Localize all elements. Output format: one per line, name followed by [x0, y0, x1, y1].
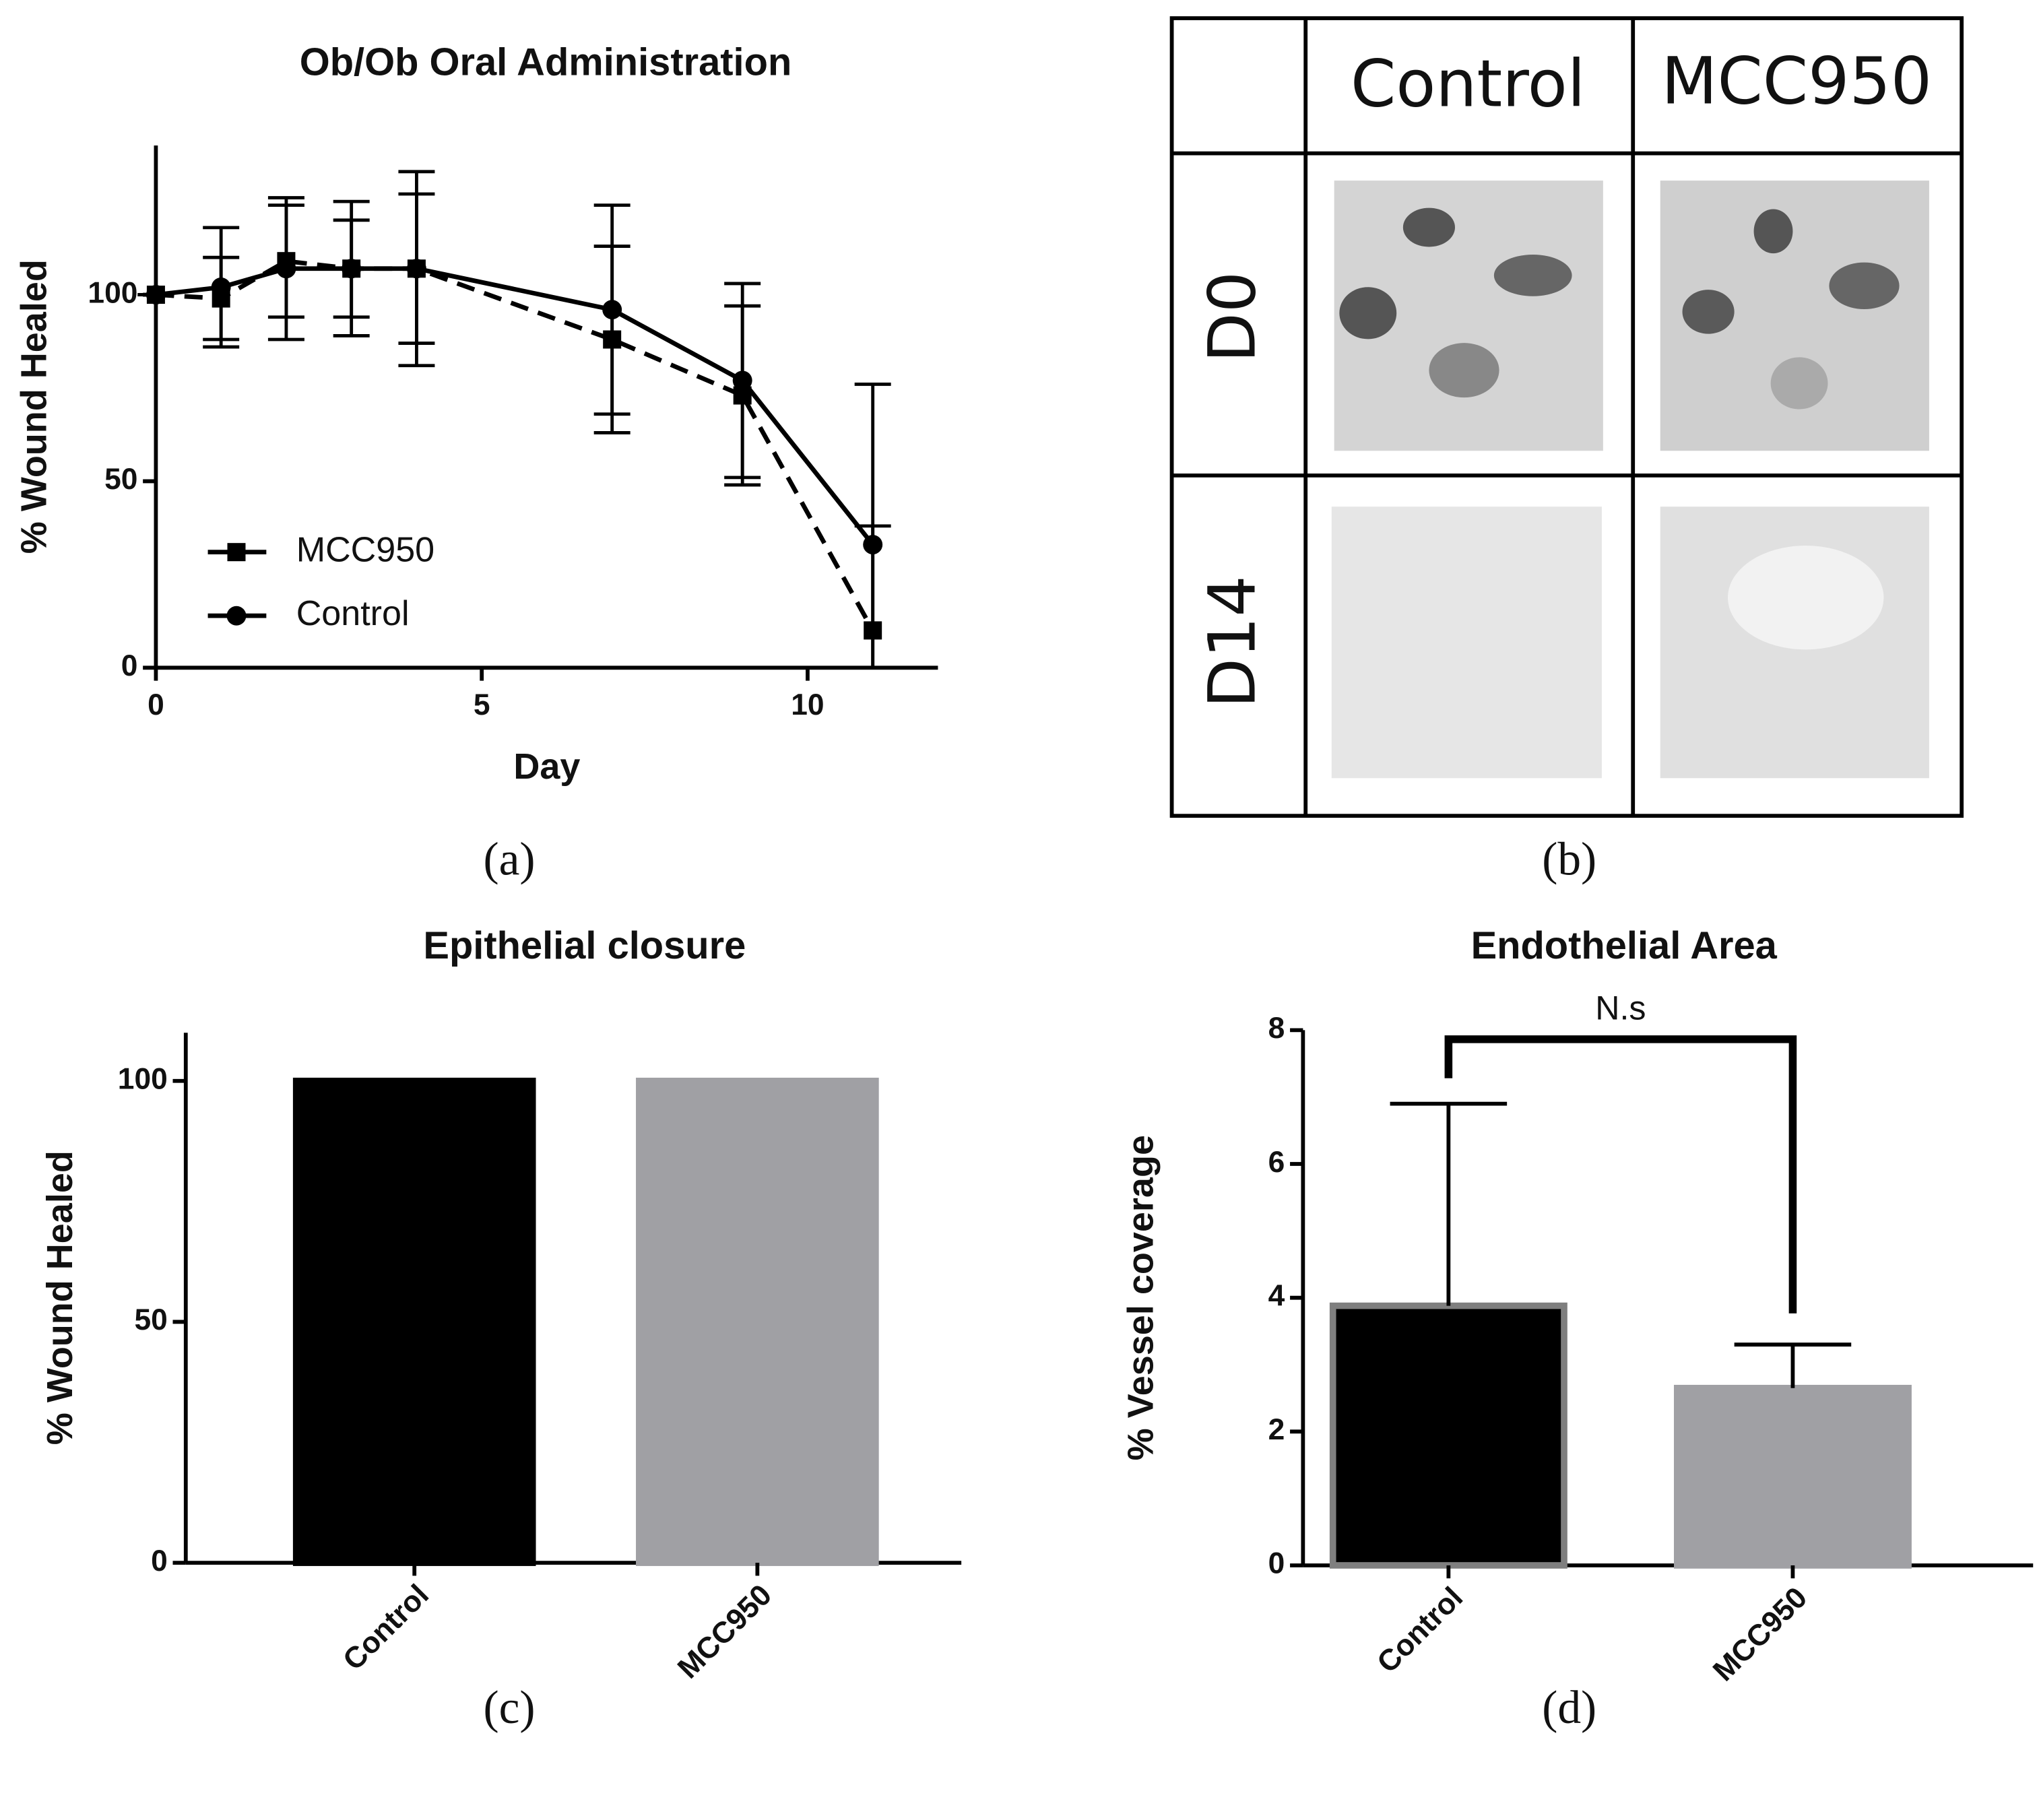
wound	[1770, 357, 1828, 410]
panel-b: Control MCC950 D0 D14	[1169, 16, 1964, 818]
column-header: MCC950	[1661, 44, 1932, 119]
panel-label: (b)	[1542, 833, 1596, 885]
legend-label: MCC950	[296, 530, 434, 569]
bar	[292, 1077, 536, 1566]
wound	[1682, 290, 1735, 334]
x-tick-label: MCC950	[1707, 1581, 1813, 1687]
skin	[1728, 546, 1884, 650]
marker	[602, 300, 622, 320]
marker	[227, 543, 246, 562]
marker	[603, 330, 622, 349]
marker	[406, 259, 426, 279]
y-axis-label: % Vessel coverage	[1120, 1135, 1161, 1460]
y-axis-label: % Wound Healed	[13, 259, 54, 554]
marker	[146, 285, 166, 305]
y-tick-label: 8	[1268, 1012, 1285, 1045]
y-tick-label: 2	[1268, 1413, 1285, 1446]
x-tick-label: Control	[337, 1578, 435, 1677]
wound	[1829, 262, 1900, 310]
panel-label: (a)	[483, 833, 535, 885]
y-axis-label: % Wound Healed	[40, 1150, 80, 1445]
x-tick-label: 0	[148, 688, 164, 721]
marker	[276, 259, 296, 279]
wound	[1493, 255, 1572, 296]
y-tick-label: 0	[1268, 1547, 1285, 1580]
y-tick-label: 0	[121, 649, 138, 682]
annotation: N.s	[1595, 989, 1646, 1027]
y-tick-label: 0	[151, 1545, 168, 1578]
wound	[1402, 207, 1455, 247]
y-tick-label: 4	[1268, 1279, 1285, 1312]
wound	[1339, 287, 1397, 339]
chart-title: Epithelial closure	[423, 924, 746, 967]
marker	[732, 370, 752, 391]
panel-label: (c)	[483, 1682, 535, 1734]
wound	[1429, 343, 1499, 398]
x-tick-label: 5	[474, 688, 490, 721]
series-line	[156, 266, 875, 546]
bar	[636, 1077, 879, 1566]
marker	[342, 259, 362, 279]
marker	[864, 621, 882, 640]
chart-title: Endothelial Area	[1471, 924, 1778, 967]
y-tick-label: 50	[104, 463, 137, 496]
chart-title: Ob/Ob Oral Administration	[300, 41, 792, 84]
x-tick-label: Control	[1371, 1581, 1469, 1679]
x-tick-label: 10	[791, 688, 824, 721]
marker	[226, 606, 247, 626]
x-tick-label: MCC950	[672, 1578, 778, 1685]
row-header: D0	[1194, 271, 1270, 363]
row-header: D14	[1194, 575, 1270, 708]
legend-label: Control	[296, 594, 410, 633]
photo	[1331, 507, 1602, 779]
y-tick-label: 100	[88, 276, 137, 309]
y-tick-label: 100	[118, 1063, 168, 1096]
marker	[863, 535, 883, 555]
panel-label: (d)	[1542, 1682, 1596, 1734]
x-axis-label: Day	[513, 746, 580, 787]
bar	[1329, 1302, 1567, 1569]
bar	[1673, 1384, 1912, 1569]
y-tick-label: 50	[134, 1303, 167, 1336]
y-tick-label: 6	[1268, 1146, 1285, 1179]
column-header: Control	[1351, 46, 1585, 122]
marker	[211, 278, 231, 297]
significance-bracket	[1444, 1035, 1797, 1313]
table-border	[1169, 16, 1964, 818]
wound	[1753, 209, 1793, 254]
series-line	[156, 259, 875, 632]
